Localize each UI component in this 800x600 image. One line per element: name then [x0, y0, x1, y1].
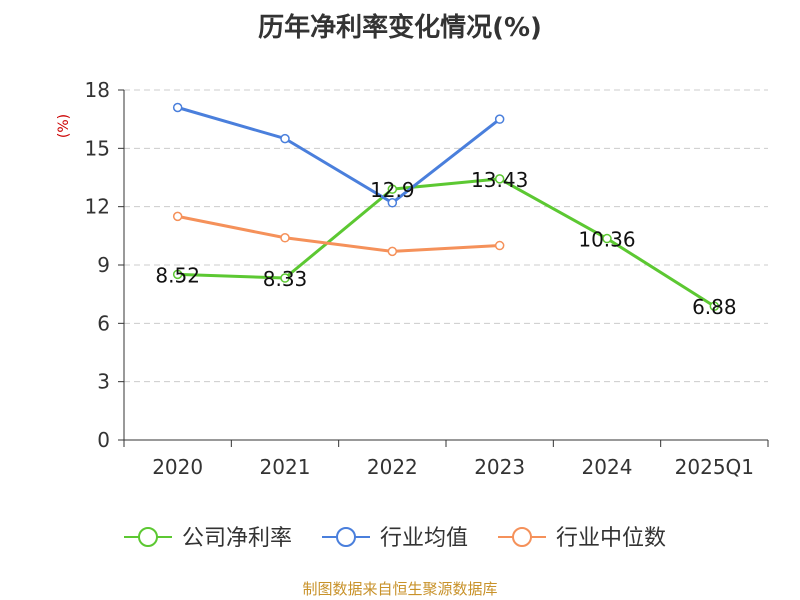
y-tick-label: 15: [85, 136, 110, 160]
series-2-point[interactable]: [387, 246, 398, 257]
data-labels: 8.52 8.33 12.9 13.43 10.36 6.88: [155, 168, 736, 319]
series-1-point[interactable]: [387, 198, 398, 208]
source-note: 制图数据来自恒生聚源数据库: [302, 580, 497, 598]
series-2-point[interactable]: [280, 233, 290, 243]
x-tick-label: 2021: [260, 455, 311, 479]
legend[interactable]: 公司净利率 行业均值 行业中位数: [124, 526, 666, 551]
series-1-point[interactable]: [280, 133, 290, 144]
y-tick-label: 9: [97, 253, 110, 277]
data-label: 10.36: [578, 228, 635, 252]
legend-marker: [138, 527, 158, 547]
series-line-1: [177, 106, 501, 205]
legend-marker: [512, 527, 532, 547]
y-tick-label: 6: [97, 311, 110, 335]
legend-label: 公司净利率: [182, 526, 292, 551]
data-label: 13.43: [471, 168, 528, 192]
y-tick-label: 3: [97, 370, 110, 394]
chart-title: 历年净利率变化情况(%): [258, 12, 542, 43]
legend-item[interactable]: 公司净利率: [124, 526, 292, 551]
data-label: 6.88: [692, 295, 737, 319]
series-0-point[interactable]: [494, 174, 505, 184]
y-tick-label: 18: [85, 78, 110, 102]
legend-item[interactable]: 行业中位数: [498, 526, 666, 551]
x-tick-label: 2024: [582, 455, 633, 479]
gridlines: [124, 89, 768, 383]
series-0-point[interactable]: [280, 273, 290, 283]
series-line-0: [177, 177, 716, 308]
data-label: 8.52: [155, 263, 200, 287]
series-0-point[interactable]: [602, 233, 612, 244]
data-label: 12.9: [370, 178, 415, 202]
x-tick-label: 2022: [367, 455, 418, 479]
legend-label: 行业均值: [380, 526, 468, 551]
series-line-2: [177, 214, 500, 253]
series-1-point[interactable]: [494, 114, 505, 124]
legend-marker: [336, 527, 356, 547]
series-1-point[interactable]: [172, 102, 183, 113]
series-2-point[interactable]: [494, 240, 505, 251]
x-tick-label: 2025Q1: [675, 455, 754, 479]
series-0-point[interactable]: [387, 184, 398, 194]
x-tick-label: 2020: [152, 455, 203, 479]
x-tick-label: 2023: [474, 455, 525, 479]
y-tick-label: 12: [85, 195, 110, 219]
y-axis-unit-label: (%): [56, 114, 72, 138]
legend-item[interactable]: 行业均值: [322, 526, 468, 551]
legend-label: 行业中位数: [556, 526, 666, 551]
y-tick-label: 0: [97, 428, 110, 452]
series-0-point[interactable]: [172, 269, 183, 280]
series-2-point[interactable]: [172, 211, 183, 222]
axes: 0 3 6 9 12 15 18 2020 2021 2022 2023 2024 2025Q1: [85, 78, 769, 479]
series-lines: [172, 102, 720, 311]
data-label: 8.33: [263, 267, 308, 291]
series-0-point[interactable]: [709, 301, 720, 311]
